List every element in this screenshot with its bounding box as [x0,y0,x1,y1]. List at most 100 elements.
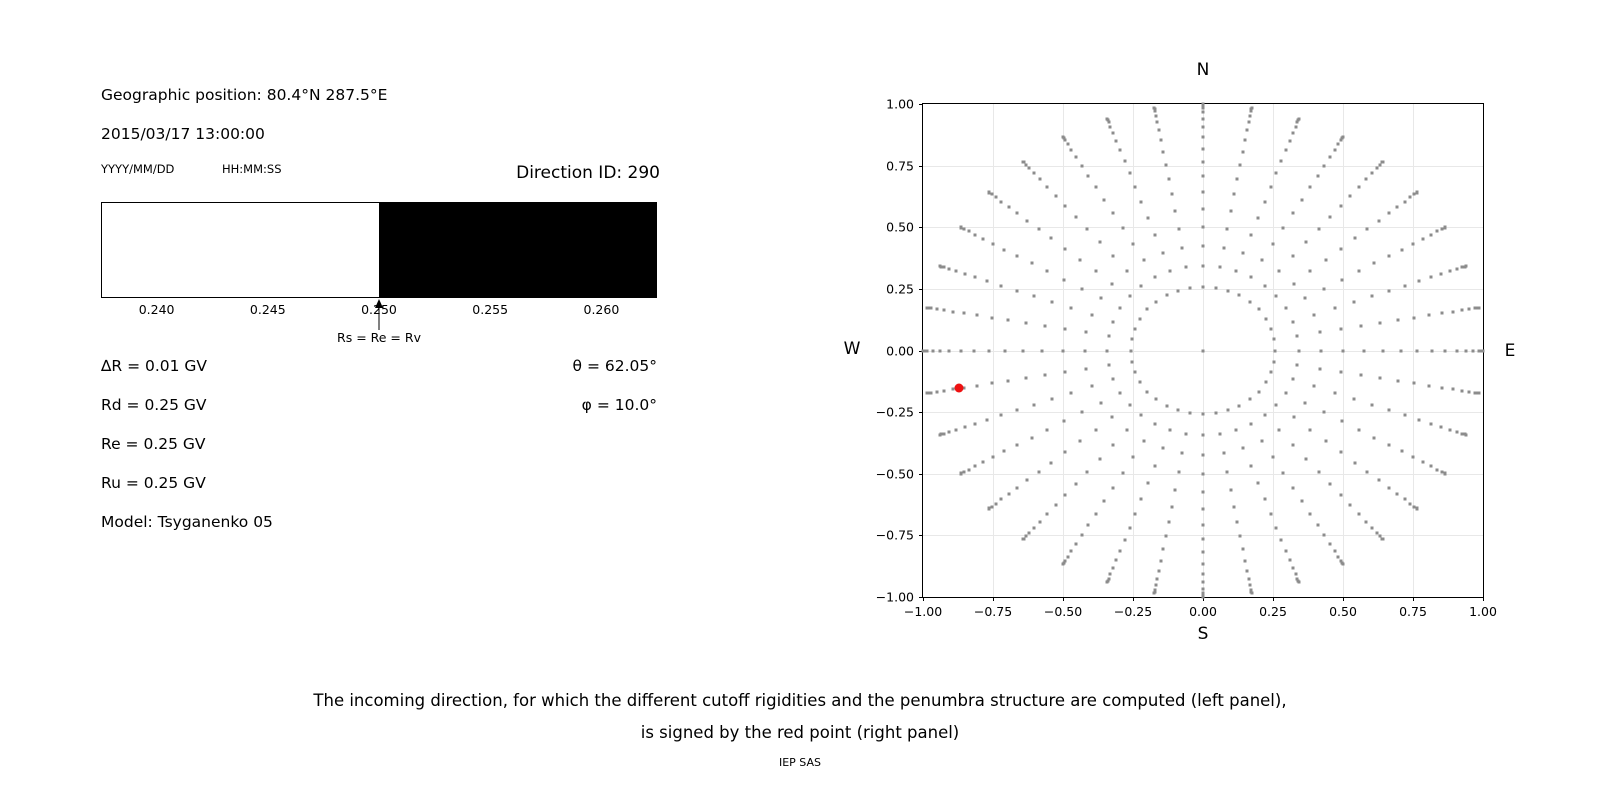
direction-dot [1157,128,1161,132]
direction-dot [1443,349,1447,352]
direction-dot [1451,310,1455,314]
direction-dot [1333,391,1337,395]
direction-dot [1318,367,1322,371]
direction-dot [935,390,939,394]
direction-dot [1353,236,1357,240]
x-tick-mark [1063,597,1064,601]
direction-dot [1297,117,1301,121]
direction-dot [1464,264,1468,268]
direction-dot [1448,269,1452,273]
direction-dot [1467,307,1471,311]
y-tick-mark [919,104,923,105]
direction-dot [1264,380,1268,384]
direction-dot [1235,520,1239,524]
direction-dot [1085,227,1089,231]
direction-dot [1359,324,1363,328]
x-tick-label: 0.25 [1259,604,1287,619]
direction-dot [1025,478,1029,482]
direction-dot [1370,294,1374,298]
direction-dot [1477,306,1481,310]
datetime-text: 2015/03/17 13:00:00 [101,125,265,143]
direction-dot [1318,330,1322,334]
direction-dot [1139,413,1143,417]
direction-dot [1477,349,1481,352]
direction-dot [1184,265,1188,269]
direction-dot [1153,233,1157,237]
direction-dot [1248,583,1252,587]
direction-dot [1201,595,1205,599]
direction-dot [1421,237,1425,241]
direction-dot [1107,363,1111,367]
direction-dot [987,190,990,194]
direction-dot [1133,512,1137,516]
direction-dot [1170,192,1174,196]
horizontal-gridline [923,288,1483,290]
direction-dot [1365,227,1369,231]
param-rd: Rd = 0.25 GV [101,396,207,414]
direction-dot [991,455,995,459]
direction-dot [1269,185,1273,189]
direction-dot [942,308,946,312]
direction-dot [1421,460,1425,464]
arrow-up-icon [375,299,383,308]
direction-dot [967,229,971,233]
direction-dot [1094,185,1098,189]
direction-dot [1291,211,1295,215]
direction-dot [1370,403,1374,407]
direction-dot [1165,293,1169,297]
direction-dot [1094,512,1098,516]
compass-label-north: N [1196,60,1210,80]
arrow-shaft [378,307,380,330]
direction-dot [1322,410,1326,414]
direction-dot [1317,227,1321,231]
direction-dot [1138,317,1142,321]
direction-dot [1303,401,1307,405]
direction-dot [1161,251,1165,255]
direction-dot [1339,138,1343,142]
direction-dot [1460,389,1464,393]
direction-dot [1460,265,1464,269]
direction-dot [1387,408,1391,412]
direction-dot [1131,455,1135,459]
direction-dot [1229,488,1233,492]
direction-dot [1429,422,1433,425]
direction-dot [1403,200,1407,204]
direction-dot [1295,120,1299,124]
direction-dot [1291,566,1295,570]
direction-dot [1024,321,1028,325]
direction-dot [1145,390,1149,393]
direction-dot [1291,486,1295,490]
direction-dot [1201,587,1205,591]
direction-dot [1111,211,1115,215]
direction-dot [1274,171,1278,175]
direction-dot [1234,428,1238,432]
direction-dot [1308,428,1312,432]
direction-dot [1256,481,1260,485]
direction-dot [1271,455,1275,459]
horizontal-gridline [923,165,1483,167]
direction-dot [1045,512,1049,516]
direction-dot [1105,580,1109,584]
direction-dot [1069,391,1073,395]
direction-dot [1201,160,1205,164]
direction-dot [1161,446,1165,450]
direction-dot [1099,296,1103,300]
direction-dot [1142,258,1146,262]
direction-dot [1440,470,1444,474]
direction-dot [1025,219,1029,223]
direction-dot [1061,135,1065,139]
direction-dot [954,428,958,432]
direction-dot [1066,142,1070,146]
direction-dot [1357,512,1361,516]
direction-dot [1139,284,1143,288]
direction-dot [994,502,998,506]
direction-dot [1279,538,1283,542]
direction-dot [947,430,951,434]
direction-dot [1443,225,1447,229]
direction-dot [1225,227,1229,231]
direction-dot [1201,190,1205,194]
direction-dot [1165,404,1169,408]
direction-dot [1249,233,1253,237]
direction-dot [1027,531,1031,535]
y-tick-label: 1.00 [886,96,914,112]
